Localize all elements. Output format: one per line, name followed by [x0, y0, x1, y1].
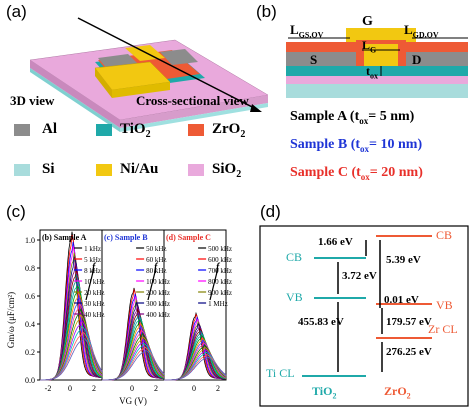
- frequency-arrow: [147, 267, 157, 301]
- cv-curve: [40, 337, 103, 381]
- tio2-swatch: [96, 124, 112, 136]
- y-tick-label: 0.8: [25, 264, 35, 273]
- zro2-label: ZrO2: [212, 121, 246, 140]
- sample-b-line: Sample B (tox= 10 nm): [290, 137, 423, 154]
- x-axis-label: VG (V): [119, 396, 147, 406]
- cross-section-diagram: [286, 28, 468, 98]
- cv-curve: [102, 349, 165, 381]
- energy-276-25: 276.25 eV: [386, 346, 432, 358]
- tio2-axis-label: TiO2: [312, 384, 337, 401]
- x-tick-label: 2: [154, 384, 158, 393]
- si-swatch: [14, 164, 30, 176]
- material-legend: Al TiO2 ZrO2 Si Ni/Au SiO2: [14, 121, 274, 184]
- legend-entry: 50 kHz: [146, 245, 166, 253]
- y-axis-label: Gm/ω (μF/cm²): [6, 292, 16, 348]
- panel-c-label: (c): [6, 202, 26, 221]
- zro2-swatch: [188, 124, 204, 136]
- frequency-arrow-label: f: [154, 262, 159, 273]
- sio2-label: SiO2: [212, 161, 242, 180]
- legend-entry: 1 MHz: [208, 300, 228, 308]
- si-label: Si: [42, 161, 55, 177]
- energy-455-83: 455.83 eV: [298, 316, 344, 328]
- l-g-label: LG: [362, 38, 377, 55]
- zro2-axis-label: ZrO2: [384, 384, 411, 401]
- l-gs-ov-label: LGS,OV: [290, 22, 324, 40]
- y-tick-label: 0.6: [25, 292, 35, 301]
- subpanel-title: (b) Sample A: [42, 233, 87, 242]
- frequency-arrow-label: f: [92, 262, 97, 273]
- energy-5-39: 5.39 eV: [386, 254, 421, 266]
- device-3d-illustration: [29, 17, 269, 132]
- t-ox-label: tox: [366, 64, 378, 81]
- cv-curve: [164, 356, 227, 381]
- zr-cl-label: Zr CL: [428, 322, 458, 336]
- niau-label: Ni/Au: [120, 161, 159, 177]
- x-tick-label: 2: [216, 384, 220, 393]
- cb-left-label: CB: [286, 250, 303, 264]
- subpanel-title: (d) Sample C: [166, 233, 211, 242]
- legend-entry: 10 kHz: [84, 278, 104, 286]
- cv-chart: 0.0 0.2 0.4 0.6 0.8 1.0 -2 0 2 0 2 0 2 f f f (b) Sample …: [6, 229, 232, 406]
- ti-cl-label: Ti CL: [266, 366, 295, 380]
- legend-entry: 30 kHz: [84, 300, 104, 308]
- legend-entry: 400 kHz: [146, 311, 170, 319]
- y-tick-label: 0.0: [25, 376, 35, 385]
- y-tick-label: 0.2: [25, 348, 35, 357]
- legend-entry: 800 kHz: [208, 278, 232, 286]
- legend-entry: 40 kHz: [84, 311, 104, 319]
- cb-right-label: CB: [436, 228, 453, 242]
- panel-b-label: (b): [256, 2, 277, 21]
- legend-entry: 300 kHz: [146, 300, 170, 308]
- y-tick-label: 0.4: [25, 320, 35, 329]
- vb-right-label: VB: [436, 298, 453, 312]
- tio2-label: TiO2: [120, 121, 151, 140]
- frequency-arrow: [85, 267, 95, 301]
- y-tick-label: 1.0: [25, 236, 35, 245]
- sample-c-line: Sample C (tox= 20 nm): [290, 165, 423, 182]
- energy-1-66: 1.66 eV: [318, 236, 353, 248]
- frequency-arrow: [209, 267, 219, 301]
- legend-entry: 200 kHz: [146, 289, 170, 297]
- legend-entry: 60 kHz: [146, 256, 166, 264]
- band-diagram: [259, 225, 469, 407]
- legend-entry: 700 kHz: [208, 267, 232, 275]
- x-tick-label: 2: [92, 384, 96, 393]
- subpanel-title: (c) Sample B: [104, 233, 148, 242]
- legend-entry: 100 kHz: [146, 278, 170, 286]
- gate-g-label: G: [362, 14, 373, 29]
- caption-cross-sectional-view: Cross-sectional view: [136, 93, 249, 108]
- x-tick-label: 0: [192, 384, 196, 393]
- energy-3-72: 3.72 eV: [342, 270, 377, 282]
- legend-entry: 500 kHz: [208, 245, 232, 253]
- frequency-arrow-label: f: [216, 262, 221, 273]
- al-swatch: [14, 124, 30, 136]
- source-s-label: S: [310, 52, 318, 67]
- cv-curve: [164, 332, 227, 381]
- energy-179-57: 179.57 eV: [386, 316, 432, 328]
- l-gd-ov-label: LGD,OV: [404, 22, 439, 40]
- legend-entry: 900 kHz: [208, 289, 232, 297]
- panel-a-label: (a): [6, 2, 27, 21]
- x-tick-label: 0: [130, 384, 134, 393]
- x-tick-label: -2: [45, 384, 52, 393]
- legend-entry: 600 kHz: [208, 256, 232, 264]
- niau-swatch: [96, 164, 112, 176]
- caption-3d-view: 3D view: [10, 93, 55, 108]
- sample-a-line: Sample A (tox= 5 nm): [290, 109, 415, 126]
- sio2-swatch: [188, 164, 204, 176]
- legend-entry: 5 kHz: [84, 256, 101, 264]
- legend-entry: 80 kHz: [146, 267, 166, 275]
- legend-entry: 20 kHz: [84, 289, 104, 297]
- vb-left-label: VB: [286, 290, 303, 304]
- panel-d-label: (d): [260, 202, 281, 221]
- energy-0-01: 0.01 eV: [384, 294, 419, 306]
- subpanel-frame: [163, 229, 227, 381]
- drain-d-label: D: [412, 52, 422, 67]
- legend-entry: 1 kHz: [84, 245, 101, 253]
- legend-entry: 8 kHz: [84, 267, 101, 275]
- x-tick-label: 0: [68, 384, 72, 393]
- al-label: Al: [42, 121, 57, 137]
